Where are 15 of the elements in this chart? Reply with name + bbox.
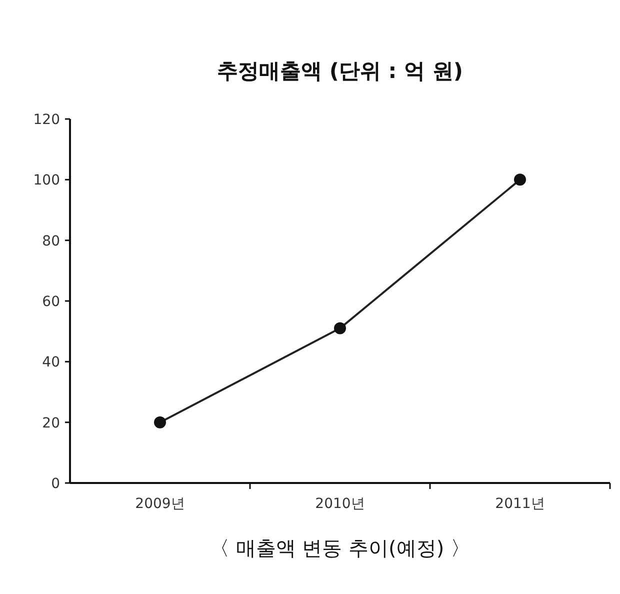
- point: [334, 322, 346, 334]
- y-tick-label: 40: [42, 354, 60, 371]
- point: [154, 416, 166, 428]
- x-tick-label: 2010년: [315, 496, 365, 512]
- y-tick-label: 120: [33, 112, 60, 128]
- point: [514, 174, 526, 186]
- text: 〈 매출액 변동 추이(예정) 〉: [209, 536, 471, 560]
- x-tick-label: 2011년: [495, 496, 545, 512]
- x-tick-label: 2009년: [135, 496, 185, 512]
- y-tick-label: 100: [33, 172, 60, 189]
- y-tick-label: 80: [42, 233, 60, 250]
- y-tick-label: 0: [51, 476, 60, 492]
- y-tick-label: 60: [42, 294, 60, 310]
- chart-title: 추정매출액 (단위 : 억 원): [217, 59, 463, 83]
- y-tick-label: 20: [42, 415, 60, 432]
